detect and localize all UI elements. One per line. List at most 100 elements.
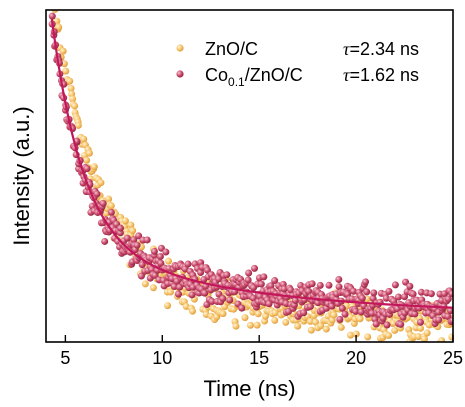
data-point-co-zno-c: [219, 295, 227, 303]
data-point-zno-c: [364, 333, 372, 341]
data-point-co-zno-c: [123, 234, 131, 242]
data-point-co-zno-c: [208, 297, 216, 305]
data-point-zno-c: [420, 335, 428, 342]
data-point-zno-c: [391, 326, 399, 334]
x-axis-title: Time (ns): [203, 376, 295, 401]
data-point-co-zno-c: [201, 289, 209, 297]
data-point-zno-c: [294, 322, 302, 330]
legend-tau-symbol-zno-c: τ: [343, 39, 350, 59]
data-point-zno-c: [149, 284, 157, 292]
data-point-co-zno-c: [249, 294, 257, 302]
data-point-zno-c: [438, 337, 446, 342]
y-axis-title: Intensity (a.u.): [9, 106, 34, 245]
data-point-co-zno-c: [316, 281, 324, 289]
data-point-co-zno-c: [363, 288, 371, 296]
data-point-zno-c: [282, 318, 290, 326]
data-point-co-zno-c: [383, 321, 391, 329]
data-point-zno-c: [97, 179, 105, 187]
data-point-co-zno-c: [138, 261, 146, 269]
data-point-zno-c: [107, 202, 115, 210]
data-point-zno-c: [337, 323, 345, 331]
data-point-zno-c: [271, 316, 279, 324]
data-point-zno-c: [317, 322, 325, 330]
data-point-co-zno-c: [280, 285, 288, 293]
data-point-co-zno-c: [223, 271, 231, 279]
data-point-co-zno-c: [135, 232, 143, 240]
data-point-co-zno-c: [130, 236, 138, 244]
data-point-zno-c: [232, 322, 240, 330]
data-point-zno-c: [166, 288, 174, 296]
data-point-zno-c: [385, 331, 393, 339]
legend-label-zno-c-text: ZnO/C: [205, 39, 258, 59]
data-point-co-zno-c: [305, 287, 313, 295]
data-point-zno-c: [83, 156, 91, 164]
data-point-co-zno-c: [116, 224, 124, 232]
data-point-co-zno-c: [444, 312, 452, 320]
legend-marker-zno-c: [176, 44, 184, 52]
legend-tau-value-zno-c: =2.34 ns: [349, 39, 419, 59]
data-point-co-zno-c: [406, 282, 414, 290]
data-point-zno-c: [246, 321, 254, 329]
data-point-zno-c: [69, 95, 77, 103]
data-point-co-zno-c: [308, 280, 316, 288]
x-tick-label: 15: [249, 348, 269, 368]
data-point-co-zno-c: [99, 199, 107, 207]
data-point-co-zno-c: [291, 297, 299, 304]
legend-label-zno-c: ZnO/C: [205, 39, 258, 59]
data-point-co-zno-c: [352, 307, 360, 315]
data-point-co-zno-c: [245, 269, 253, 277]
data-point-zno-c: [141, 280, 149, 288]
data-point-co-zno-c: [257, 280, 265, 288]
data-point-co-zno-c: [449, 317, 453, 325]
data-point-co-zno-c: [385, 287, 393, 295]
data-point-co-zno-c: [335, 283, 343, 291]
legend: ZnO/C τ=2.34 ns Co0.1/ZnO/C τ=1.62 ns: [176, 39, 419, 89]
data-point-zno-c: [66, 77, 74, 85]
data-point-co-zno-c: [336, 315, 344, 323]
legend-marker-co-zno-c: [176, 70, 184, 78]
data-point-co-zno-c: [83, 165, 91, 173]
data-point-co-zno-c: [435, 316, 443, 324]
data-point-co-zno-c: [156, 253, 164, 261]
data-point-zno-c: [414, 333, 422, 341]
data-point-co-zno-c: [306, 303, 314, 311]
data-point-zno-c: [307, 326, 315, 334]
x-axis: 5 10 15 20 25: [60, 335, 463, 368]
data-point-co-zno-c: [382, 294, 390, 302]
data-point-co-zno-c: [170, 283, 178, 291]
data-point-co-zno-c: [188, 291, 196, 299]
data-point-zno-c: [253, 321, 261, 329]
data-point-co-zno-c: [244, 276, 252, 284]
data-point-co-zno-c: [267, 282, 275, 290]
data-point-co-zno-c: [341, 310, 349, 318]
data-point-zno-c: [306, 317, 314, 325]
data-point-zno-c: [219, 310, 227, 318]
data-point-co-zno-c: [370, 289, 378, 297]
data-point-zno-c: [90, 163, 98, 171]
data-point-zno-c: [261, 312, 269, 320]
data-point-zno-c: [121, 217, 129, 225]
data-point-zno-c: [423, 329, 431, 337]
data-point-zno-c: [241, 314, 249, 322]
data-point-zno-c: [74, 121, 82, 129]
data-point-co-zno-c: [297, 282, 305, 289]
data-point-co-zno-c: [409, 290, 417, 298]
data-point-co-zno-c: [287, 286, 295, 294]
data-point-co-zno-c: [48, 12, 56, 20]
data-point-zno-c: [67, 84, 75, 92]
data-point-co-zno-c: [338, 304, 346, 312]
data-point-zno-c: [165, 257, 173, 265]
data-point-co-zno-c: [372, 320, 380, 328]
data-point-co-zno-c: [417, 318, 424, 326]
data-point-co-zno-c: [362, 278, 370, 286]
data-point-zno-c: [352, 330, 360, 338]
data-point-co-zno-c: [411, 310, 419, 318]
data-point-zno-c: [312, 318, 320, 326]
data-point-co-zno-c: [358, 294, 366, 302]
data-point-co-zno-c: [444, 295, 452, 303]
data-point-co-zno-c: [397, 320, 405, 328]
data-point-zno-c: [51, 0, 58, 3]
data-point-zno-c: [71, 102, 79, 110]
data-point-zno-c: [127, 221, 135, 229]
